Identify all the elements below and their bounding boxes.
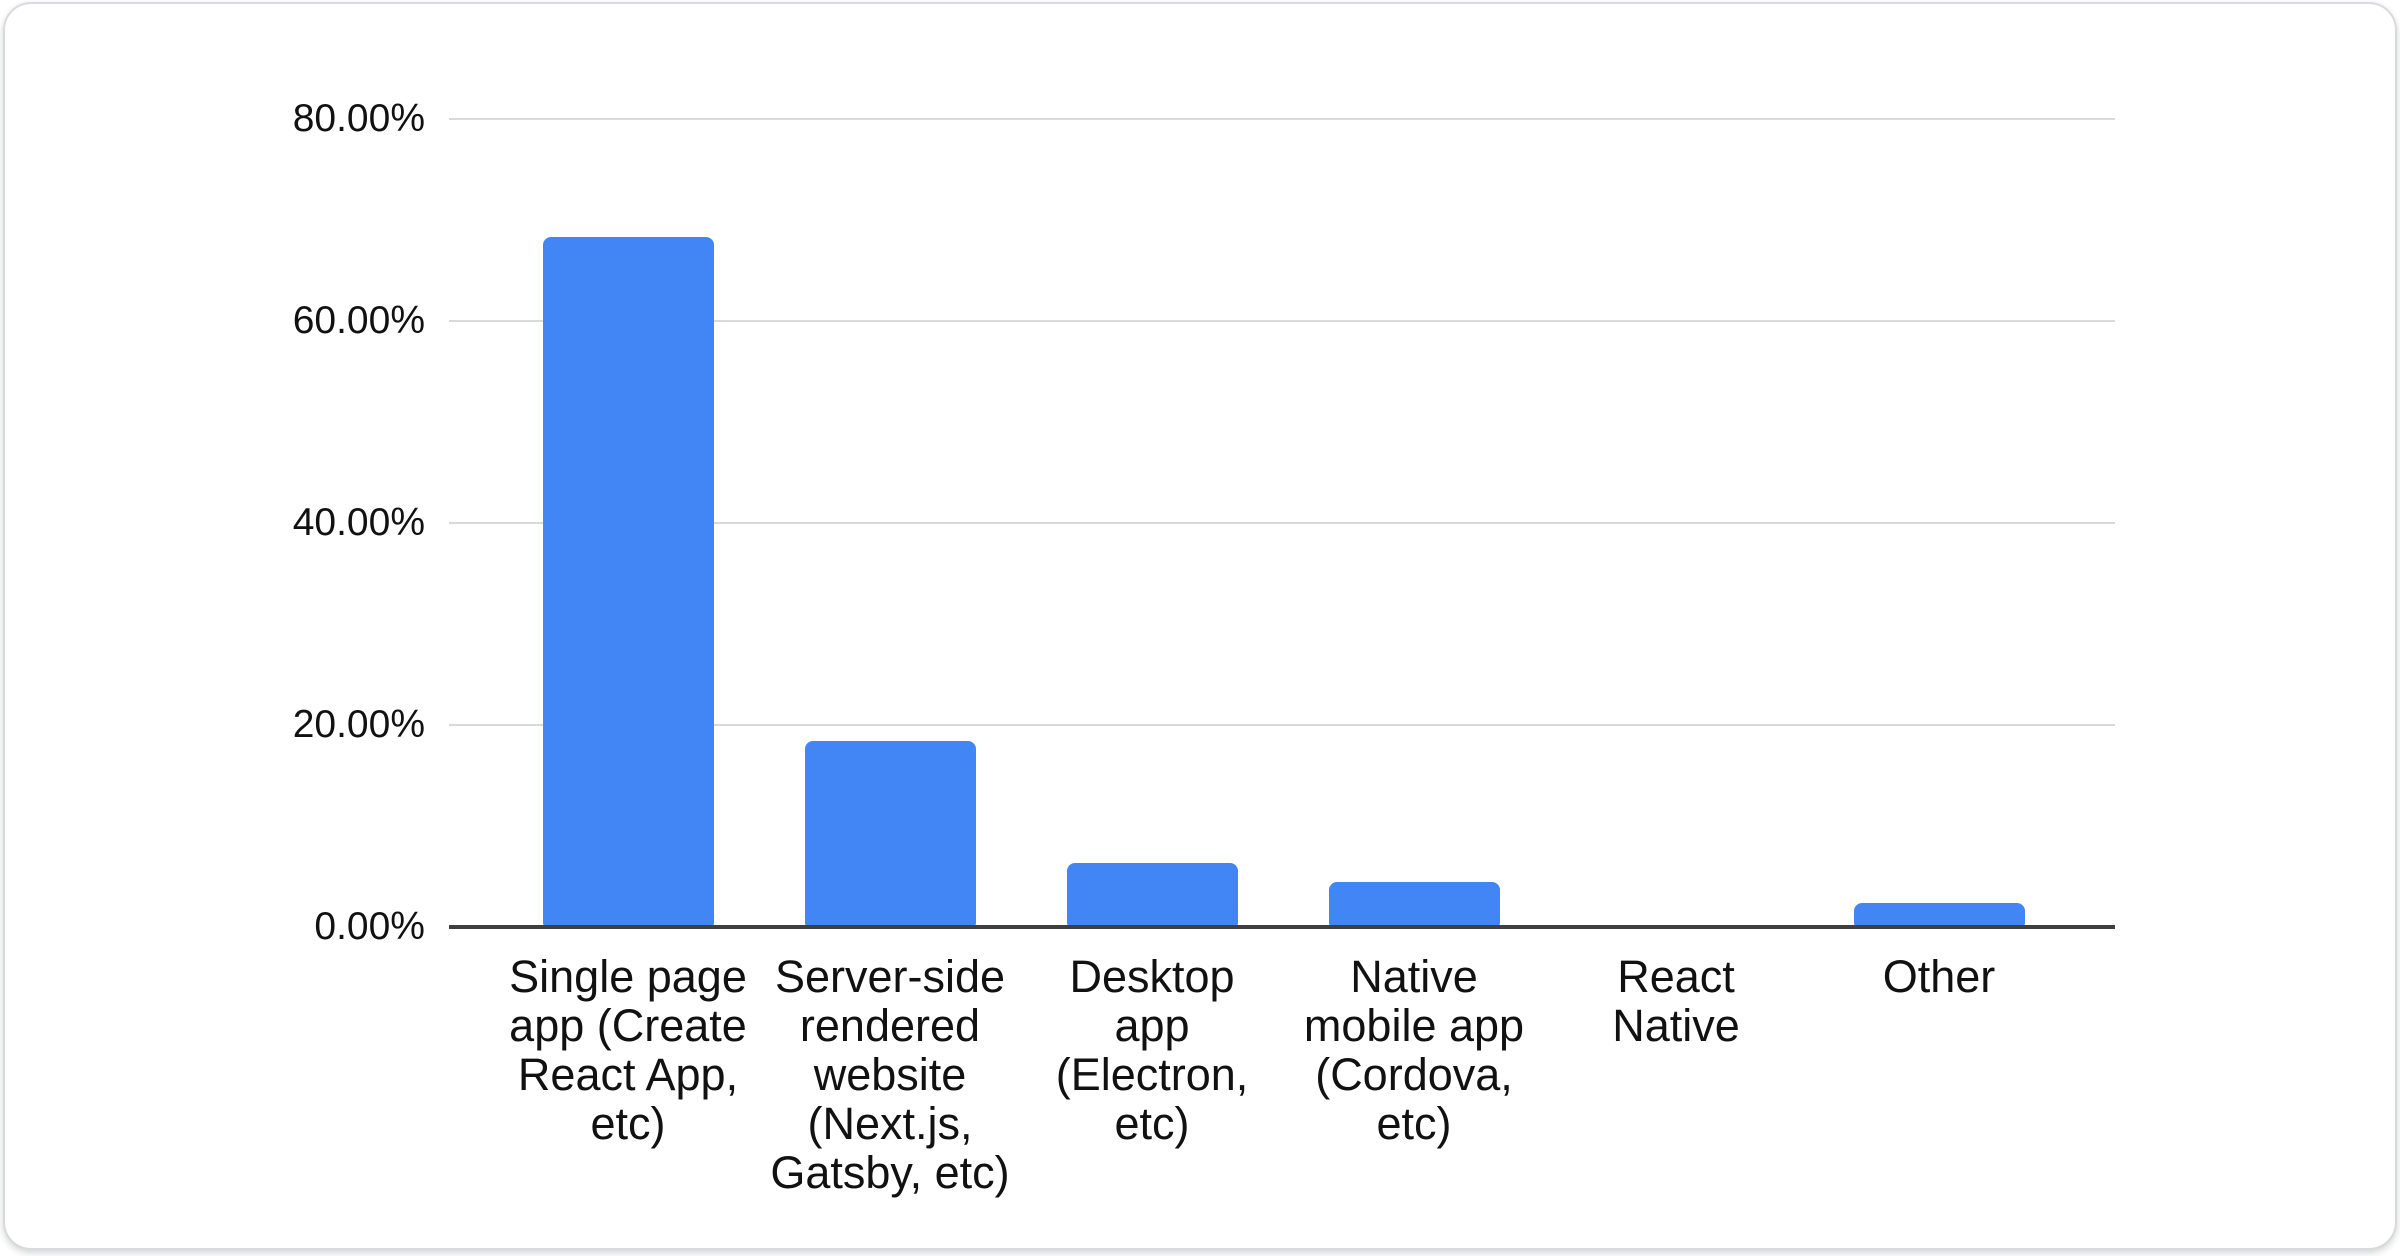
bar-single-page-app-create-react-app-etc[interactable] bbox=[542, 237, 714, 927]
chart-plot-area: 80.00% 60.00% 40.00% 20.00% 0.00% Single page… bbox=[5, 4, 2395, 1248]
x-axis-category-label-other: Other bbox=[1882, 951, 1996, 1002]
gridline-60 bbox=[449, 320, 2115, 322]
x-axis-category-label-desktop-app-electron-etc: Desktop app (Electron, etc) bbox=[1055, 951, 1249, 1149]
y-axis-tick-label-80: 80.00% bbox=[292, 97, 425, 140]
x-axis-category-label-single-page-app-create-react-app-etc: Single page app (Create React App, etc) bbox=[509, 951, 747, 1149]
bar-other[interactable] bbox=[1853, 902, 2025, 927]
x-axis-category-label-react-native: React Native bbox=[1612, 951, 1740, 1051]
bar-desktop-app-electron-etc[interactable] bbox=[1066, 863, 1238, 927]
bar-server-side-rendered-website-next-js-gatsby-etc[interactable] bbox=[804, 741, 976, 927]
y-axis-tick-label-40: 40.00% bbox=[292, 501, 425, 544]
gridline-20 bbox=[449, 724, 2115, 726]
chart-card: 80.00% 60.00% 40.00% 20.00% 0.00% Single page… bbox=[3, 2, 2397, 1250]
y-axis-tick-label-0: 0.00% bbox=[314, 905, 425, 948]
bar-native-mobile-app-cordova-etc[interactable] bbox=[1328, 881, 1500, 927]
gridline-80 bbox=[449, 118, 2115, 120]
x-axis-baseline bbox=[449, 925, 2115, 929]
gridline-40 bbox=[449, 522, 2115, 524]
x-axis-category-label-server-side-rendered-website-next-js-gatsby-etc: Server-side rendered website (Next.js, G… bbox=[770, 951, 1010, 1198]
y-axis-tick-label-20: 20.00% bbox=[292, 703, 425, 746]
x-axis-category-label-native-mobile-app-cordova-etc: Native mobile app (Cordova, etc) bbox=[1303, 951, 1525, 1149]
y-axis-tick-label-60: 60.00% bbox=[292, 299, 425, 342]
